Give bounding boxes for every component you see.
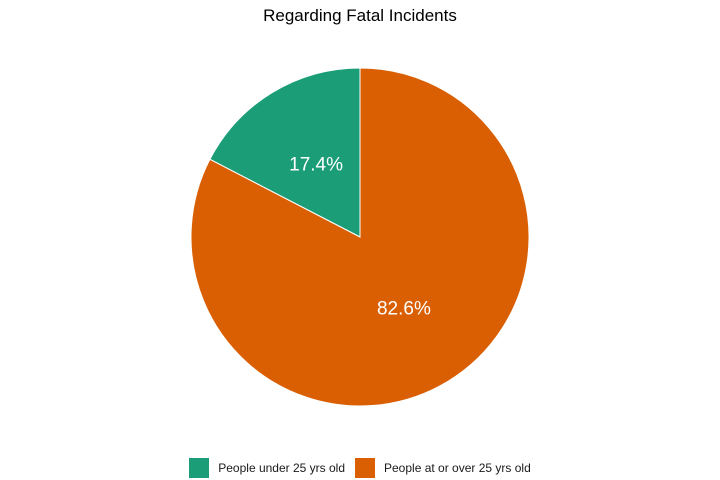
pie-label-under-25: 17.4% bbox=[289, 154, 343, 175]
pie-label-25-and-over: 82.6% bbox=[377, 299, 431, 320]
pie-slice-25-and-over bbox=[190, 67, 530, 407]
legend-label-25-and-over: People at or over 25 yrs old bbox=[384, 461, 531, 475]
legend: People under 25 yrs old People at or ove… bbox=[0, 458, 720, 478]
pie-slice-under-25 bbox=[209, 67, 361, 238]
chart-title: Regarding Fatal Incidents bbox=[263, 6, 457, 25]
legend-item-25-and-over: People at or over 25 yrs old bbox=[355, 458, 531, 478]
legend-item-under-25: People under 25 yrs old bbox=[189, 458, 345, 478]
legend-swatch-under-25 bbox=[189, 458, 210, 478]
legend-label-under-25: People under 25 yrs old bbox=[218, 461, 345, 475]
legend-swatch-25-and-over bbox=[355, 458, 375, 478]
